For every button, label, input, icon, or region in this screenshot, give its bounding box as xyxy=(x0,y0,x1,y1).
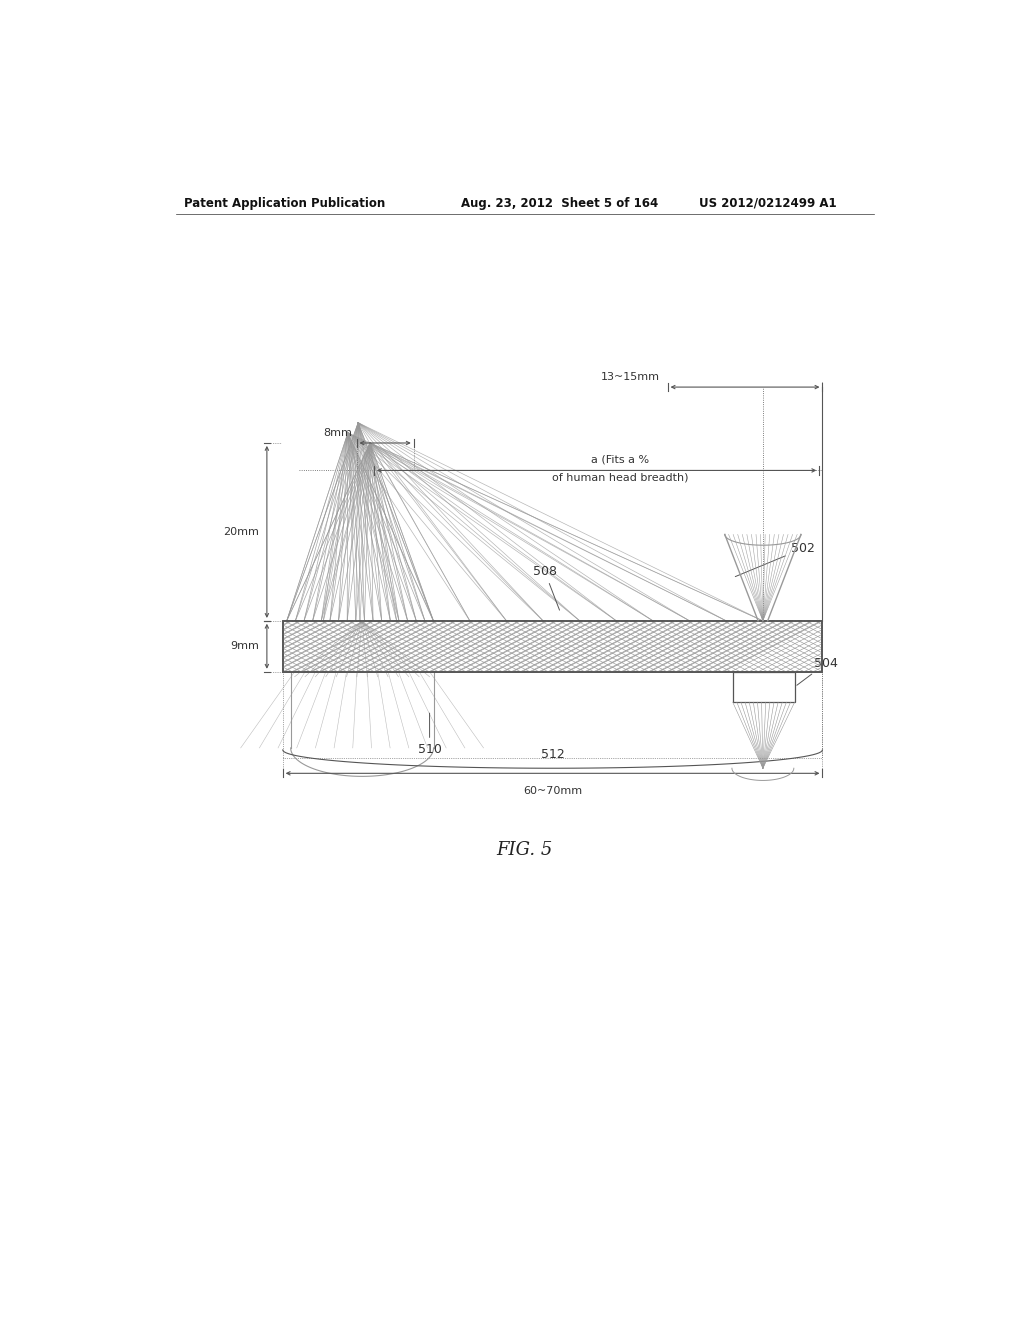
Text: 8mm: 8mm xyxy=(324,428,352,438)
Text: FIG. 5: FIG. 5 xyxy=(497,841,553,858)
Text: of human head breadth): of human head breadth) xyxy=(552,473,689,483)
Bar xyxy=(283,620,822,672)
Bar xyxy=(283,620,822,672)
Text: Aug. 23, 2012  Sheet 5 of 164: Aug. 23, 2012 Sheet 5 of 164 xyxy=(461,197,658,210)
Text: 13~15mm: 13~15mm xyxy=(601,372,659,381)
Text: 502: 502 xyxy=(735,543,814,577)
Text: 504: 504 xyxy=(797,656,839,685)
Bar xyxy=(733,672,795,702)
Text: 512: 512 xyxy=(541,748,564,762)
Text: 60~70mm: 60~70mm xyxy=(523,785,582,796)
Text: 9mm: 9mm xyxy=(230,642,259,651)
Text: 20mm: 20mm xyxy=(223,527,259,537)
Text: 510: 510 xyxy=(418,713,441,756)
Text: a (Fits a %: a (Fits a % xyxy=(592,454,649,465)
Text: 508: 508 xyxy=(532,565,559,610)
Text: US 2012/0212499 A1: US 2012/0212499 A1 xyxy=(699,197,837,210)
Text: Patent Application Publication: Patent Application Publication xyxy=(183,197,385,210)
